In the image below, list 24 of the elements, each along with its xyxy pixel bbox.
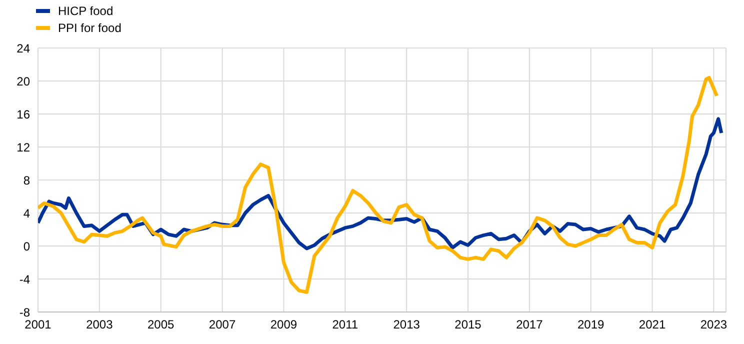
y-tick-label: -8	[19, 305, 30, 320]
x-tick-label: 2011	[332, 318, 358, 332]
legend-label: HICP food	[58, 4, 114, 18]
x-tick-label: 2021	[638, 318, 666, 332]
y-tick-label: 8	[23, 173, 30, 188]
x-tick-label: 2003	[86, 318, 114, 332]
x-tick-label: 2001	[24, 318, 52, 332]
x-tick-label: 2017	[516, 318, 544, 332]
x-tick-label: 2007	[208, 318, 236, 332]
legend-label: PPI for food	[58, 20, 122, 34]
x-tick-label: 2005	[148, 318, 175, 332]
x-tick-label: 2009	[270, 318, 298, 332]
x-tick-label: 2019	[578, 318, 605, 332]
y-tick-label: 20	[16, 74, 30, 88]
y-tick-label: 24	[16, 41, 30, 56]
line-series	[38, 76, 719, 294]
x-tick-label: 2023	[700, 318, 728, 332]
y-tick-label: 4	[23, 206, 30, 220]
y-tick-label: 16	[16, 107, 30, 122]
y-tick-label: 12	[16, 140, 30, 154]
y-tick-label: -4	[19, 272, 30, 286]
y-tick-label: 0	[23, 239, 30, 254]
x-tick-label: 2015	[454, 318, 482, 332]
x-tick-label: 2013	[393, 318, 420, 332]
